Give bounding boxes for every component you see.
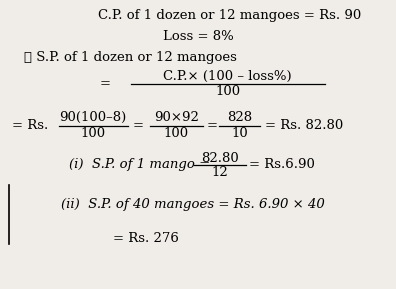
- Text: 90(100–8): 90(100–8): [59, 112, 127, 124]
- Text: (i)  S.P. of 1 mango =: (i) S.P. of 1 mango =: [69, 158, 211, 171]
- Text: = Rs. 276: = Rs. 276: [113, 232, 179, 245]
- Text: 100: 100: [80, 127, 106, 140]
- Text: Loss = 8%: Loss = 8%: [163, 30, 233, 42]
- Text: C.P. of 1 dozen or 12 mangoes = Rs. 90: C.P. of 1 dozen or 12 mangoes = Rs. 90: [98, 10, 361, 22]
- Text: 100: 100: [164, 127, 189, 140]
- Text: = Rs.6.90: = Rs.6.90: [249, 158, 315, 171]
- Text: = Rs. 82.80: = Rs. 82.80: [265, 119, 343, 132]
- Text: 828: 828: [227, 112, 252, 124]
- Text: =: =: [132, 119, 143, 132]
- Text: = Rs.: = Rs.: [12, 119, 48, 132]
- Text: ∴ S.P. of 1 dozen or 12 mangoes: ∴ S.P. of 1 dozen or 12 mangoes: [24, 51, 237, 64]
- Text: (ii)  S.P. of 40 mangoes = Rs. 6.90 × 40: (ii) S.P. of 40 mangoes = Rs. 6.90 × 40: [61, 198, 325, 211]
- Text: =: =: [206, 119, 217, 132]
- Text: 10: 10: [231, 127, 248, 140]
- Text: =: =: [99, 77, 110, 90]
- Text: 100: 100: [215, 85, 240, 98]
- Text: C.P.× (100 – loss%): C.P.× (100 – loss%): [164, 70, 292, 83]
- Text: 12: 12: [211, 166, 228, 179]
- Text: 82.80: 82.80: [201, 152, 239, 164]
- Text: 90×92: 90×92: [154, 112, 199, 124]
